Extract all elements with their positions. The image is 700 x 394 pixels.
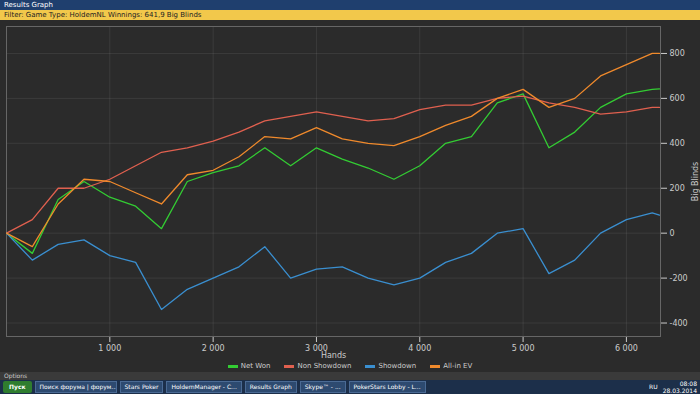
svg-text:6 000: 6 000 xyxy=(615,344,638,353)
svg-text:800: 800 xyxy=(670,49,685,58)
svg-text:400: 400 xyxy=(670,139,685,148)
html-text:All-in EV: All-in EV xyxy=(443,362,473,370)
html-text:Results Graph: Results Graph xyxy=(249,383,292,390)
html-text:RU: RU xyxy=(649,383,658,390)
html-text:Stars Poker: Stars Poker xyxy=(124,383,159,390)
svg-text:3 000: 3 000 xyxy=(305,344,328,354)
svg-text:0: 0 xyxy=(670,229,675,238)
html-text:Results Graph: Results Graph xyxy=(4,1,53,9)
svg-text:1 000: 1 000 xyxy=(98,344,121,353)
svg-text:600: 600 xyxy=(670,94,685,103)
svg-text:200: 200 xyxy=(670,184,685,193)
svg-text:4 000: 4 000 xyxy=(408,344,431,353)
html-text:Showdown: Showdown xyxy=(378,362,417,370)
html-text:08:08: 08:08 xyxy=(679,380,697,387)
svg-text:5 000: 5 000 xyxy=(512,344,535,353)
svg-text:Hands: Hands xyxy=(321,351,346,360)
html-text:PokerStars Lobby - L...: PokerStars Lobby - L... xyxy=(353,383,421,390)
svg-text:2 000: 2 000 xyxy=(202,344,225,353)
html-text:28.03.2014: 28.03.2014 xyxy=(662,387,697,394)
html-text:Пуск: Пуск xyxy=(9,383,26,390)
svg-text:Big Blinds: Big Blinds xyxy=(691,162,700,202)
html-text:Options: Options xyxy=(4,372,28,379)
html-text:Non Showdown: Non Showdown xyxy=(297,362,352,370)
html-text:Поиск форума | форум...: Поиск форума | форум... xyxy=(39,383,118,390)
html-text:Filter: Game Type: HoldemNL Wi: Filter: Game Type: HoldemNL Winnings: 64… xyxy=(4,11,202,19)
html-text:Net Won: Net Won xyxy=(240,362,271,370)
svg-text:-400: -400 xyxy=(670,319,688,328)
html-text:Skype™ - ...: Skype™ - ... xyxy=(304,383,341,390)
svg-text:-200: -200 xyxy=(670,274,688,283)
html-text:HoldemManager - C...: HoldemManager - C... xyxy=(171,383,237,390)
